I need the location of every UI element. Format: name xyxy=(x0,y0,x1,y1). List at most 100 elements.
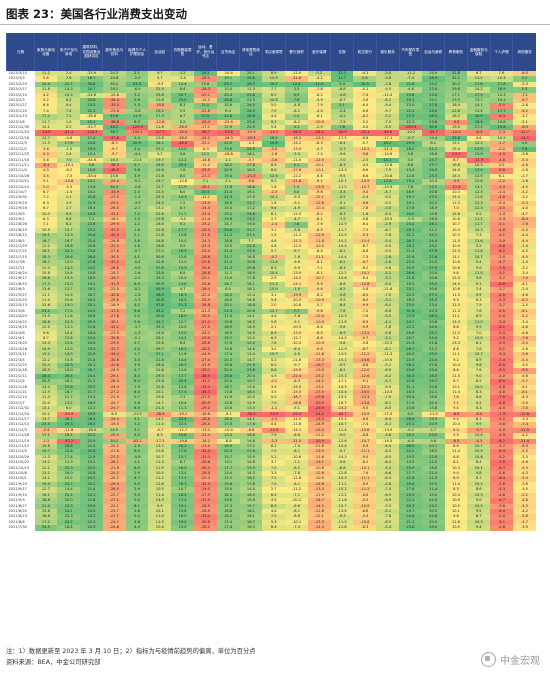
heatmap-cell: 10.1 xyxy=(34,125,58,131)
heatmap-cell: 11.5 xyxy=(148,519,172,526)
heatmap-cell: -8.2 xyxy=(285,119,308,126)
heatmap-cell: -5.2 xyxy=(376,114,399,120)
heatmap-cell: -7.0 xyxy=(376,292,399,299)
heatmap-cell: -23.5 xyxy=(193,200,217,207)
heatmap-cell: 20.1 xyxy=(80,362,103,369)
heatmap-cell: 20.0 xyxy=(399,352,422,358)
heatmap-cell: 18.3 xyxy=(171,481,194,488)
row-date-label: 2022/8/5 xyxy=(6,238,35,244)
heatmap-cell: 23.8 xyxy=(148,379,172,385)
heatmap-cell: -9.8 xyxy=(239,179,263,185)
row-date-label: 2021/9/3 xyxy=(6,498,35,504)
heatmap-cell: -17.1 xyxy=(376,135,399,142)
heatmap-cell: 14.8 xyxy=(171,281,194,288)
heatmap-cell: 24.6 xyxy=(239,211,263,217)
heatmap-cell: 22.5 xyxy=(421,260,445,266)
heatmap-cell: -18.7 xyxy=(330,400,354,407)
heatmap-row: 2022/1/7 10.0 13.2 18.0 -20.7 2.8 14.7 10.4 -30.… xyxy=(6,400,536,407)
heatmap-cell: -9.1 xyxy=(285,200,308,207)
heatmap-cell: -7.5 xyxy=(376,119,399,126)
heatmap-cell: -24.2 xyxy=(102,519,126,526)
heatmap-cell: -5.5 xyxy=(490,103,513,109)
heatmap-cell: 17.3 xyxy=(216,503,240,509)
heatmap-cell: 22.6 xyxy=(399,476,422,482)
heatmap-cell: -3.2 xyxy=(512,265,536,272)
heatmap-cell: 16.5 xyxy=(421,449,445,455)
heatmap-cell: 11.9 xyxy=(216,395,240,401)
heatmap-cell: -22.6 xyxy=(193,108,217,115)
heatmap-cell: 12.8 xyxy=(57,335,81,342)
heatmap-cell: -6.2 xyxy=(512,298,536,304)
heatmap-row: 2021/8/6 17.2 24.2 22.3 -24.2 5.8 11.5 19.4 -30.… xyxy=(6,519,536,526)
column-header: 航空旅行 xyxy=(352,33,377,71)
heatmap-cell: -38.8 xyxy=(102,119,126,126)
heatmap-cell: -6.1 xyxy=(307,114,331,120)
heatmap-cell: 3.0 xyxy=(262,346,286,353)
heatmap-cell: 10.1 xyxy=(467,465,491,472)
heatmap-cell: -13.6 xyxy=(353,400,377,407)
heatmap-cell: 31.8 xyxy=(399,308,422,315)
heatmap-cell: -7.9 xyxy=(307,103,331,109)
heatmap-cell: -8.8 xyxy=(216,438,240,445)
heatmap-cell: 8.4 xyxy=(171,87,194,93)
heatmap-cell: 17.8 xyxy=(239,276,263,282)
heatmap-cell: 18.2 xyxy=(216,514,240,520)
heatmap-cell: -20.1 xyxy=(193,141,217,147)
row-date-label: 2022/7/8 xyxy=(6,260,35,266)
heatmap-cell: 18.5 xyxy=(171,249,194,255)
heatmap-cell: -15.8 xyxy=(57,179,81,185)
heatmap-cell: -14.6 xyxy=(353,357,377,363)
heatmap-cell: -7.1 xyxy=(285,460,308,466)
heatmap-cell: 5.7 xyxy=(421,427,445,434)
heatmap-cell: 7.2 xyxy=(125,211,149,217)
heatmap-cell: 20.3 xyxy=(102,71,126,77)
heatmap-cell: 26.6 xyxy=(399,271,422,277)
heatmap-cell: 24.5 xyxy=(239,103,263,109)
heatmap-cell: 22.5 xyxy=(216,141,240,147)
heatmap-cell: 14.6 xyxy=(239,346,263,353)
heatmap-cell: -5.7 xyxy=(376,379,399,385)
heatmap-cell: -20.4 xyxy=(239,135,263,142)
heatmap-cell: 7.4 xyxy=(34,108,58,115)
heatmap-cell: 17.4 xyxy=(171,498,194,504)
heatmap-cell: 2.7 xyxy=(57,206,81,212)
heatmap-cell: -5.9 xyxy=(490,341,513,347)
heatmap-cell: -6.3 xyxy=(330,211,354,217)
heatmap-cell: -10.2 xyxy=(330,238,354,244)
heatmap-cell: -19.5 xyxy=(102,422,126,428)
heatmap-cell: 17.6 xyxy=(216,341,240,347)
row-date-label: 2022/10/14 xyxy=(6,184,35,190)
heatmap-cell: 13.1 xyxy=(216,460,240,466)
heatmap-cell: -7.6 xyxy=(353,314,377,320)
heatmap-cell: 13.8 xyxy=(216,389,240,396)
heatmap-cell: 17.7 xyxy=(399,471,422,477)
heatmap-cell: -0.7 xyxy=(125,249,149,255)
heatmap-cell: -57.7 xyxy=(148,130,172,136)
heatmap-cell: 11.8 xyxy=(34,87,58,93)
heatmap-row: 2022/6/24 10.8 10.6 15.8 -24.2 -1.6 33.6 6.8 -28… xyxy=(6,271,536,277)
heatmap-cell: 11.4 xyxy=(467,249,491,255)
heatmap-cell: 10.2 xyxy=(467,384,491,390)
heatmap-cell: 22.3 xyxy=(80,519,103,526)
heatmap-row: 2021/10/22 13.2 12.3 19.2 -26.1 1.1 11.3 8.7 -28… xyxy=(6,460,536,466)
heatmap-cell: -9.7 xyxy=(102,152,126,158)
heatmap-cell: -7.4 xyxy=(285,525,308,531)
heatmap-cell: -17.3 xyxy=(148,438,172,445)
heatmap-cell: -1.5 xyxy=(125,298,149,304)
heatmap-cell: -20.2 xyxy=(102,444,126,450)
heatmap-cell: -13.9 xyxy=(307,449,331,455)
heatmap-cell: -8.5 xyxy=(307,227,331,234)
heatmap-cell: 6.0 xyxy=(57,406,81,412)
heatmap-cell: 14.5 xyxy=(57,265,81,272)
heatmap-cell: 4.9 xyxy=(262,373,286,380)
heatmap-cell: 2.4 xyxy=(57,71,81,77)
heatmap-cell: 16.7 xyxy=(57,389,81,396)
heatmap-cell: -4.2 xyxy=(512,189,536,196)
heatmap-cell: 19.1 xyxy=(216,76,240,82)
figure-title: 图表 23：美国各行业消费支出变动 xyxy=(6,7,188,21)
heatmap-cell: -5.1 xyxy=(376,508,399,515)
heatmap-cell: -24.4 xyxy=(102,417,126,423)
heatmap-cell: -7.9 xyxy=(490,395,513,401)
heatmap-cell: 11.0 xyxy=(148,514,172,520)
heatmap-cell: 15.2 xyxy=(34,352,58,358)
